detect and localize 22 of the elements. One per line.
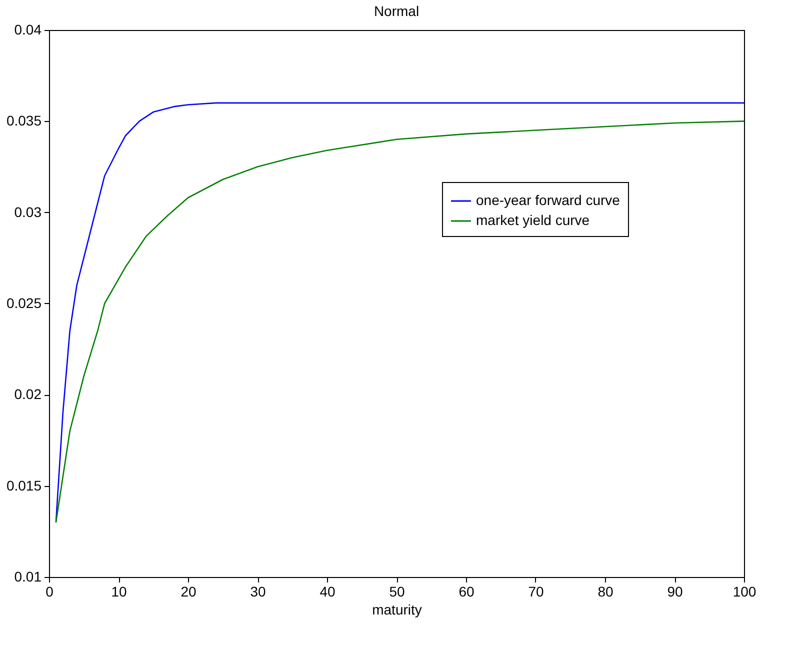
x-tick-label: 20 xyxy=(180,584,196,600)
legend-label: one-year forward curve xyxy=(476,192,620,208)
y-tick-label: 0.04 xyxy=(14,22,42,38)
y-tick-label: 0.035 xyxy=(6,112,42,129)
x-tick-label: 70 xyxy=(528,584,544,600)
x-tick-label: 90 xyxy=(667,584,683,600)
y-tick-label: 0.01 xyxy=(14,568,42,584)
x-tick-label: 80 xyxy=(598,584,614,600)
y-tick-label: 0.02 xyxy=(14,386,42,402)
x-axis-title: maturity xyxy=(372,602,422,618)
x-tick-label: 100 xyxy=(732,584,756,600)
x-tick-label: 30 xyxy=(250,584,266,600)
chart-title: Normal xyxy=(374,3,420,19)
x-tick-label: 0 xyxy=(46,584,54,600)
x-tick-label: 50 xyxy=(389,584,405,600)
x-tick-label: 40 xyxy=(320,584,336,600)
x-tick-label: 10 xyxy=(111,584,127,600)
y-tick-label: 0.025 xyxy=(6,295,42,311)
legend-label: market yield curve xyxy=(476,212,590,228)
y-tick-label: 0.015 xyxy=(6,477,42,494)
y-tick-label: 0.03 xyxy=(14,204,42,220)
x-tick-label: 60 xyxy=(458,584,474,600)
